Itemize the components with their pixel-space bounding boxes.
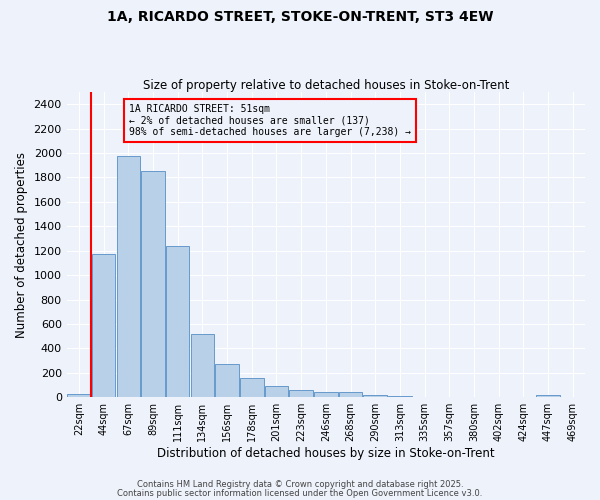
Bar (437, 396, 461, 397)
Bar (314, 392, 338, 397)
Bar (462, 396, 485, 397)
X-axis label: Distribution of detached houses by size in Stoke-on-Trent: Distribution of detached houses by size … (157, 447, 494, 460)
Bar (240, 378, 263, 397)
Bar (116, 156, 140, 397)
Bar (413, 396, 436, 397)
Bar (142, 170, 165, 397)
Text: 1A RICARDO STREET: 51sqm
← 2% of detached houses are smaller (137)
98% of semi-d: 1A RICARDO STREET: 51sqm ← 2% of detache… (129, 104, 411, 138)
Bar (289, 390, 313, 397)
Bar (364, 396, 387, 397)
Title: Size of property relative to detached houses in Stoke-on-Trent: Size of property relative to detached ho… (143, 79, 509, 92)
Bar (536, 396, 560, 397)
Bar (191, 334, 214, 397)
Text: Contains public sector information licensed under the Open Government Licence v3: Contains public sector information licen… (118, 488, 482, 498)
Text: 1A, RICARDO STREET, STOKE-ON-TRENT, ST3 4EW: 1A, RICARDO STREET, STOKE-ON-TRENT, ST3 … (107, 10, 493, 24)
Bar (265, 386, 288, 397)
Text: Contains HM Land Registry data © Crown copyright and database right 2025.: Contains HM Land Registry data © Crown c… (137, 480, 463, 489)
Bar (166, 246, 190, 397)
Bar (561, 396, 584, 397)
Bar (67, 394, 91, 397)
Y-axis label: Number of detached properties: Number of detached properties (15, 152, 28, 338)
Bar (388, 396, 412, 397)
Bar (339, 392, 362, 397)
Bar (92, 254, 115, 397)
Bar (215, 364, 239, 397)
